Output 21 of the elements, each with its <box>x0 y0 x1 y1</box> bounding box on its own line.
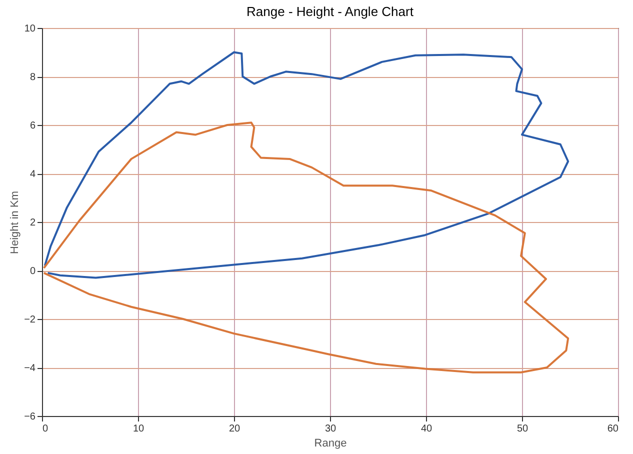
x-tick-label: 30 <box>324 424 336 434</box>
x-tick-label: 50 <box>516 424 528 434</box>
line-series <box>42 122 570 374</box>
y-tick-label: 8 <box>30 72 36 83</box>
chart-title: Range - Height - Angle Chart <box>246 4 414 19</box>
y-tick-label: 10 <box>24 24 36 34</box>
x-tick-label: 10 <box>132 424 144 434</box>
x-tick-label: 0 <box>42 424 48 434</box>
y-tick-label: −4 <box>24 363 36 374</box>
y-tick-label: 6 <box>30 120 36 132</box>
x-tick-label: 60 <box>607 424 619 434</box>
line-series <box>44 51 570 279</box>
y-tick-label: 4 <box>30 169 36 180</box>
y-tick-label: −6 <box>24 412 36 422</box>
y-tick-label: 2 <box>30 218 36 228</box>
x-axis-title: Range <box>314 438 347 450</box>
x-tick-label: 20 <box>228 424 240 434</box>
y-axis-title: Height in Km <box>9 191 22 254</box>
y-tick-label: 0 <box>30 266 36 277</box>
x-tick-label: 40 <box>420 424 432 434</box>
y-tick-label: −2 <box>24 314 36 326</box>
